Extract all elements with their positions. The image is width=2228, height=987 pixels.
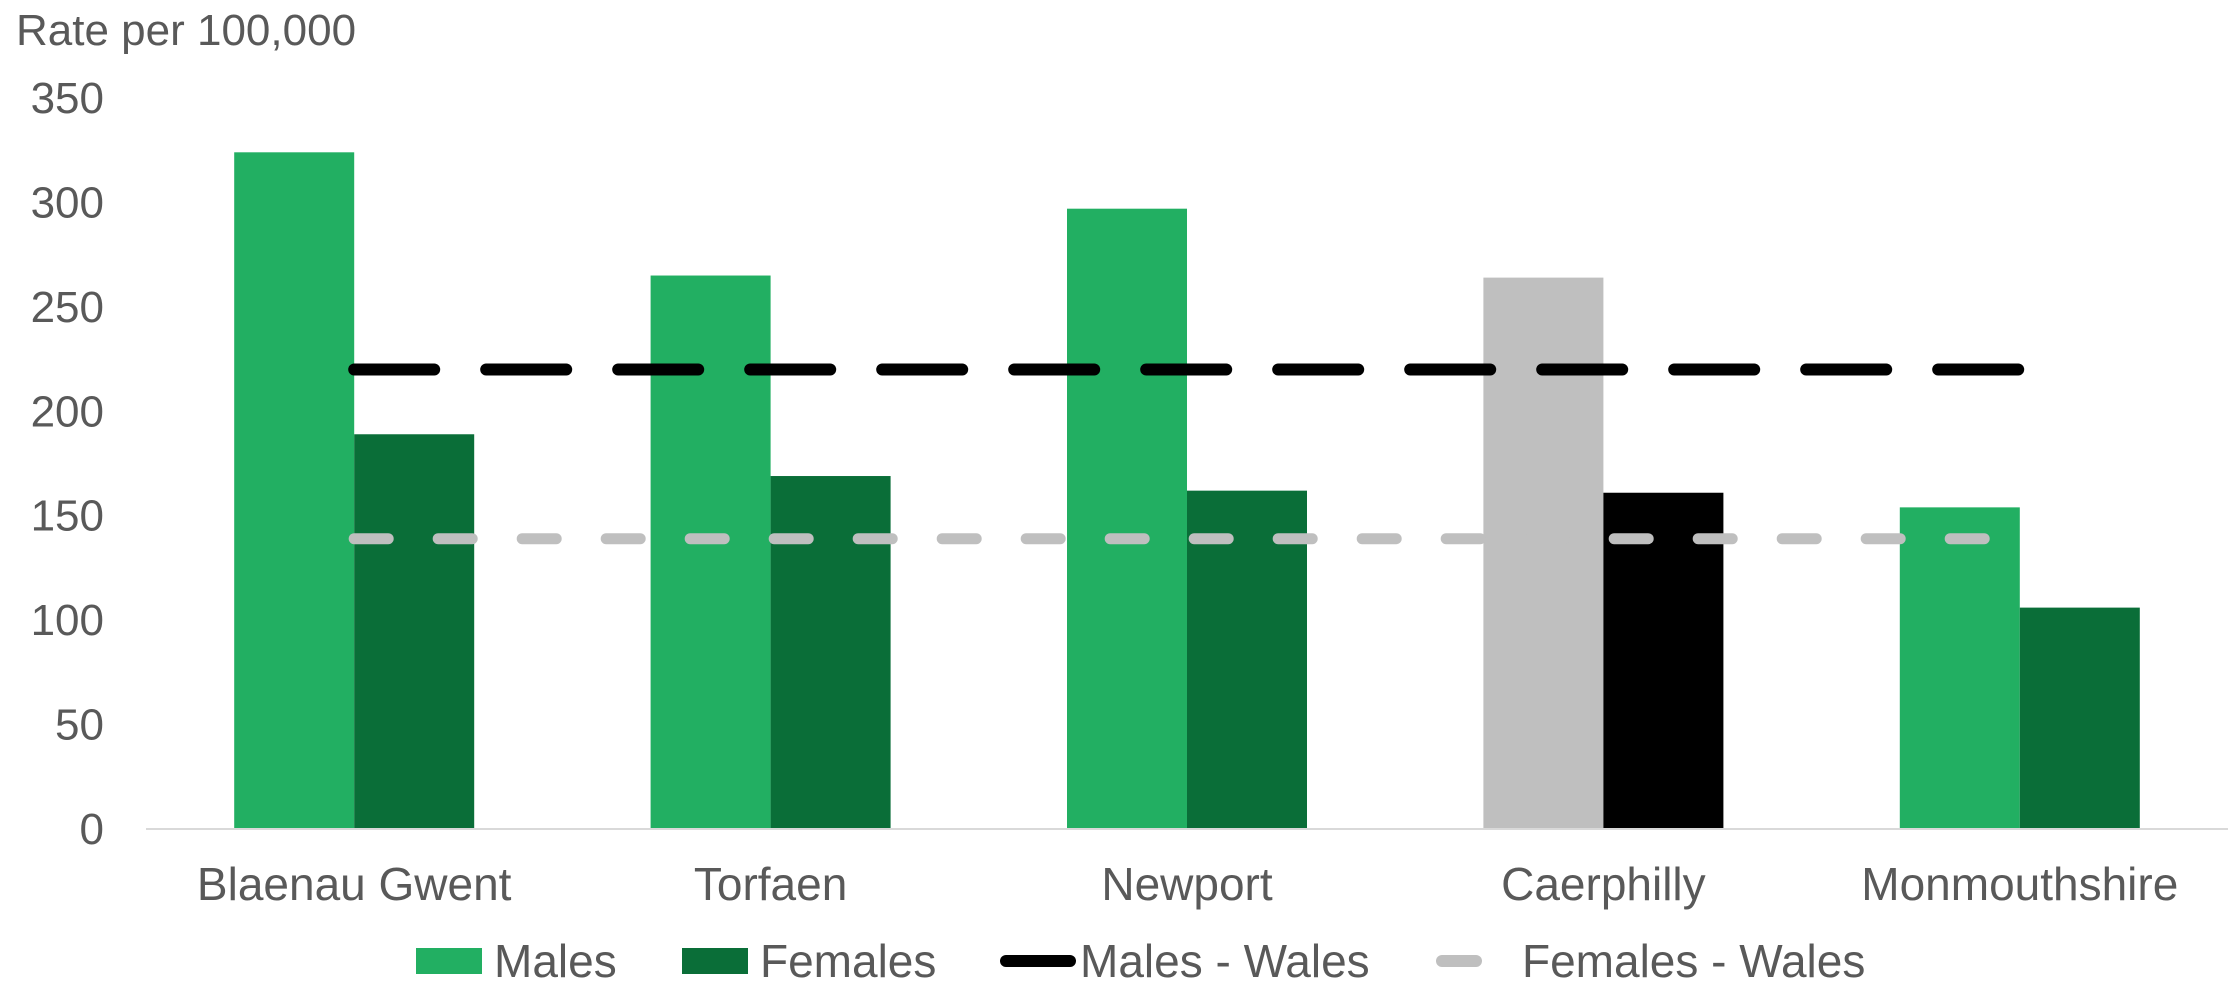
legend-swatch-females-wales: [1436, 955, 1482, 967]
y-tick-label: 300: [31, 178, 104, 227]
legend: Males Females Males - Wales Females - Wa…: [0, 938, 2228, 984]
y-tick-label: 250: [31, 283, 104, 332]
legend-swatch-males-wales: [1000, 955, 1076, 967]
x-tick-label: Torfaen: [694, 858, 847, 910]
bar-females-newport: [1187, 490, 1307, 829]
bar-females-caerphilly: [1603, 492, 1724, 829]
y-axis-ticks: 0 50 100 150 200 250 300 350: [31, 74, 104, 854]
y-tick-label: 50: [55, 701, 104, 750]
y-tick-label: 100: [31, 596, 104, 645]
legend-item-females: Females: [682, 938, 936, 984]
bar-males-caerphilly: [1483, 277, 1604, 829]
legend-label-females: Females: [760, 935, 937, 987]
legend-label-females-wales: Females - Wales: [1522, 935, 1866, 987]
y-tick-label: 150: [31, 492, 104, 541]
reference-lines: [348, 363, 2026, 545]
x-tick-label: Monmouthshire: [1861, 858, 2178, 910]
bar-females-monmouthshire: [2019, 607, 2140, 829]
y-tick-label: 200: [31, 387, 104, 436]
y-axis-title: Rate per 100,000: [16, 6, 357, 55]
legend-swatch-males: [416, 948, 482, 974]
bar-males-torfaen: [650, 275, 771, 829]
bar-males-monmouthshire: [1899, 507, 2020, 829]
bar-group: [234, 152, 2140, 830]
x-tick-label: Caerphilly: [1501, 858, 1706, 910]
x-axis-ticks: Blaenau Gwent Torfaen Newport Caerphilly Mon…: [197, 858, 2178, 910]
x-tick-label: Newport: [1101, 858, 1273, 910]
y-tick-label: 0: [80, 805, 104, 854]
legend-item-males-wales: Males - Wales: [1000, 938, 1370, 984]
x-tick-label: Blaenau Gwent: [197, 858, 512, 910]
y-tick-label: 350: [31, 74, 104, 123]
legend-label-males-wales: Males - Wales: [1080, 935, 1370, 987]
bar-females-torfaen: [770, 476, 891, 829]
bar-females-blaenau-gwent: [354, 434, 475, 829]
legend-item-males: Males: [416, 938, 617, 984]
bar-males-blaenau-gwent: [234, 152, 355, 829]
legend-item-females-wales: Females - Wales: [1436, 938, 1865, 984]
legend-swatch-females: [682, 948, 748, 974]
legend-label-males: Males: [494, 935, 617, 987]
bar-males-newport: [1067, 208, 1187, 830]
